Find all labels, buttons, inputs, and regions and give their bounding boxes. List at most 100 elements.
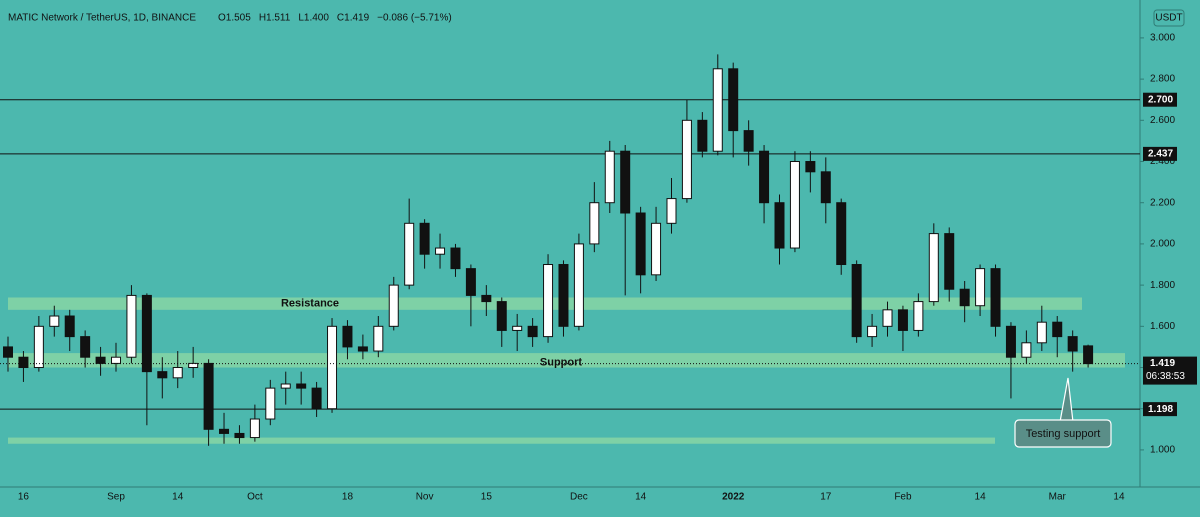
candle-body [651, 222, 662, 276]
candle-body [357, 346, 368, 352]
ohlc-value: C1.419 [337, 13, 370, 24]
ohlc-value: −0.086 (−5.71%) [377, 13, 452, 24]
candle-body [743, 130, 754, 152]
candle-body [450, 247, 461, 270]
last-price-box [1143, 356, 1197, 385]
candle-body [851, 264, 862, 338]
level-label-box [1143, 146, 1177, 161]
candle-body [80, 336, 91, 358]
candle-body [558, 264, 569, 327]
candle-body [975, 268, 986, 307]
candle-body [1005, 325, 1016, 358]
candle-body [203, 362, 214, 430]
candle-body [527, 325, 538, 338]
x-tick-label: 15 [481, 492, 493, 503]
candle-body [265, 387, 276, 420]
candle-body [774, 202, 785, 249]
level-label-box [1143, 92, 1177, 107]
candle-body [1036, 321, 1047, 344]
x-tick-label: 14 [172, 492, 184, 503]
ohlc-value: L1.400 [298, 13, 329, 24]
candle-body [681, 119, 692, 200]
x-tick-label: 14 [1113, 492, 1125, 503]
y-tick-label: 1.800 [1150, 280, 1175, 291]
candle-body [666, 198, 677, 224]
x-tick-label: 14 [635, 492, 647, 503]
candle-body [944, 233, 955, 290]
level-label: 2.700 [1148, 94, 1173, 105]
zone-label: Resistance [281, 298, 339, 310]
candle-body [836, 202, 847, 266]
candle-body [882, 309, 893, 327]
candle-body [512, 325, 523, 331]
candle-body [728, 68, 739, 132]
candle-body [435, 247, 446, 255]
candle-body [188, 362, 199, 369]
level-label-box [1143, 402, 1177, 417]
candle-body [697, 119, 708, 152]
candle-body [1021, 342, 1032, 358]
x-tick-label: Dec [570, 492, 588, 503]
candle-body [1052, 321, 1063, 338]
callout-line [1059, 377, 1074, 423]
candle-body [496, 301, 507, 331]
candle-body [18, 356, 29, 369]
candle-body [1067, 336, 1078, 352]
candle-body [280, 383, 291, 389]
candle-body [789, 161, 800, 249]
candle-body [342, 325, 353, 348]
candle-body [928, 233, 939, 303]
countdown: 06:38:53 [1146, 371, 1185, 382]
ohlc-header: O1.505 H1.511 L1.400 C1.419 −0.086 (−5.71%) [218, 13, 452, 24]
candle-body [805, 161, 816, 173]
candle-body [111, 356, 122, 364]
candle-body [867, 325, 878, 338]
candle-body [404, 222, 415, 286]
y-tick-label: 2.200 [1150, 197, 1175, 208]
x-tick-label: 18 [342, 492, 354, 503]
x-tick-label: Nov [416, 492, 434, 503]
zone [8, 437, 995, 444]
y-tick-label: 1.000 [1150, 445, 1175, 456]
candle-body [635, 212, 646, 276]
candle-body [419, 222, 430, 255]
ohlc-value: H1.511 [259, 13, 291, 24]
candle-body [481, 294, 492, 303]
candle-body [897, 309, 908, 331]
candle-body [95, 356, 106, 364]
candle-body [157, 371, 168, 379]
x-tick-label: Oct [247, 492, 263, 503]
candle-body [141, 294, 152, 373]
candle-body [33, 325, 44, 369]
candle-body [64, 315, 75, 338]
candle-body [172, 367, 183, 379]
candle-body [373, 325, 384, 352]
candle-body [126, 294, 137, 358]
candle-body [219, 428, 230, 434]
candle-body [913, 301, 924, 331]
last-price-label: 1.419 [1150, 358, 1175, 369]
x-tick-label: 17 [820, 492, 832, 503]
candle-body [759, 150, 770, 204]
candle-body [959, 288, 970, 307]
candle-body [465, 268, 476, 296]
currency[interactable]: USDT [1155, 13, 1182, 24]
level-label: 1.198 [1148, 404, 1173, 415]
x-tick-label: 16 [18, 492, 30, 503]
y-tick-label: 1.600 [1150, 321, 1175, 332]
y-tick-label: 2.800 [1150, 74, 1175, 85]
candle-body [990, 268, 1001, 327]
candle-body [620, 150, 631, 214]
candle-body [3, 346, 13, 358]
currency-box[interactable] [1153, 9, 1185, 27]
candle-body [249, 418, 260, 439]
x-tick-label: 2022 [722, 492, 745, 503]
candle-body [712, 68, 723, 152]
level-label: 2.437 [1148, 149, 1173, 160]
candle-body [388, 284, 399, 327]
x-tick-label: Feb [894, 492, 912, 503]
annotation: Testing support [1026, 428, 1101, 440]
candle-body [1083, 345, 1094, 365]
candle-body [49, 315, 60, 327]
